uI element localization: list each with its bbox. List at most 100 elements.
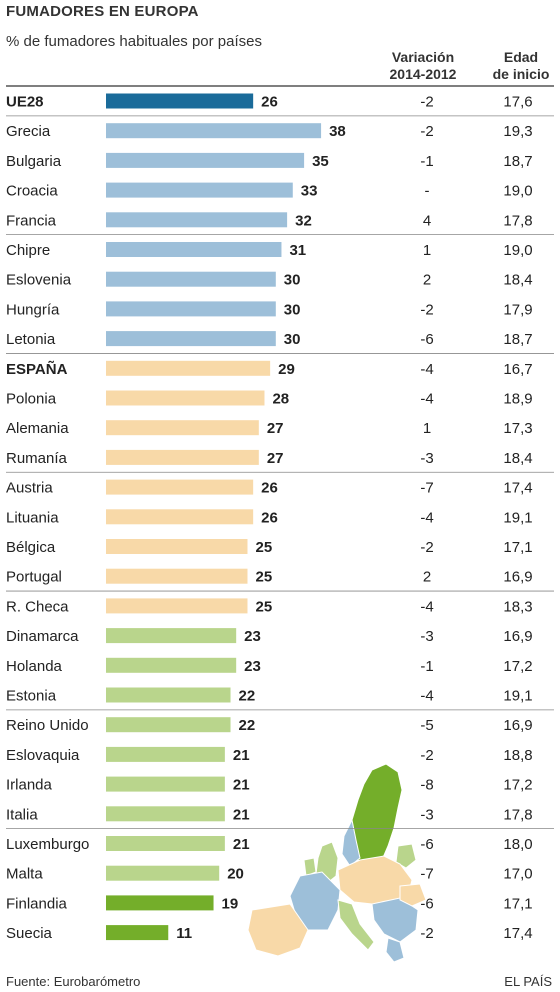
bar [106,212,288,228]
country-label: Estonia [6,688,57,705]
start-age-value: 17,6 [503,94,532,111]
source-note: Fuente: Eurobarómetro [6,974,141,989]
start-age-value: 18,4 [503,272,532,289]
value-label: 25 [256,569,273,586]
start-age-value: 19,0 [503,183,532,200]
variation-value: -2 [420,94,433,111]
bar [106,687,231,703]
country-label: Chipre [6,242,50,259]
start-age-value: 17,1 [503,895,532,912]
variation-value: -5 [420,717,433,734]
value-label: 23 [244,628,261,645]
start-age-value: 18,8 [503,747,532,764]
country-label: Polonia [6,391,57,408]
variation-header-line1: Variación [391,49,455,65]
chart-subtitle: % de fumadores habituales por países [6,33,262,50]
value-label: 30 [284,301,301,318]
start-age-value: 19,3 [503,123,532,140]
value-label: 31 [289,242,306,259]
variation-value: -4 [420,688,433,705]
country-label: Austria [6,480,53,497]
variation-value: -2 [420,747,433,764]
bar [106,301,276,317]
value-label: 22 [239,717,256,734]
country-label: Portugal [6,569,62,586]
variation-value: 4 [423,212,431,229]
country-label: Dinamarca [6,628,79,645]
value-label: 30 [284,331,301,348]
country-label: Alemania [6,420,69,437]
variation-header-line2: 2014-2012 [389,66,457,82]
country-label: Irlanda [6,777,53,794]
country-label: Malta [6,866,43,883]
value-label: 25 [256,598,273,615]
bar [106,509,254,525]
bar [106,182,293,198]
europe-map [247,763,427,963]
value-label: 21 [233,836,250,853]
value-label: 38 [329,123,346,140]
value-label: 23 [244,658,261,675]
value-label: 27 [267,420,284,437]
start-age-value: 18,7 [503,331,532,348]
bar [106,598,248,614]
variation-value: -7 [420,866,433,883]
start-age-value: 18,9 [503,391,532,408]
bar [106,93,254,109]
start-age-value: 17,4 [503,480,532,497]
bar [106,152,305,168]
country-label: Luxemburgo [6,836,89,853]
variation-value: - [425,183,430,200]
variation-value: 2 [423,569,431,586]
bar [106,271,276,287]
map-greece [385,937,405,963]
value-label: 26 [261,94,278,111]
start-age-value: 16,9 [503,717,532,734]
value-label: 21 [233,747,250,764]
country-label: Croacia [6,183,58,200]
country-label: ESPAÑA [6,360,68,378]
map-ireland [303,857,317,877]
value-label: 25 [256,539,273,556]
variation-value: 2 [423,272,431,289]
value-label: 21 [233,777,250,794]
start-age-value: 16,7 [503,361,532,378]
bar [106,568,248,584]
country-label: Finlandia [6,895,68,912]
bar [106,331,276,347]
publisher-credit: EL PAÍS [504,974,552,989]
value-label: 22 [239,688,256,705]
bar [106,776,225,792]
start-age-value: 19,0 [503,242,532,259]
variation-value: -2 [420,301,433,318]
bar [106,242,282,257]
start-age-value: 18,3 [503,598,532,615]
bar [106,628,237,644]
bar [106,746,225,762]
variation-value: 1 [423,242,431,259]
value-label: 27 [267,450,284,467]
start-age-value: 17,3 [503,420,532,437]
variation-value: -3 [420,450,433,467]
start-age-value: 17,8 [503,806,532,823]
bar [106,836,225,851]
country-label: Lituania [6,509,59,526]
variation-value: -6 [420,836,433,853]
bar [106,539,248,554]
country-label: Italia [6,806,38,823]
value-label: 26 [261,509,278,526]
variation-value: -8 [420,777,433,794]
start-age-value: 19,1 [503,509,532,526]
bar [106,390,265,406]
start-age-value: 18,7 [503,153,532,170]
age-column-header: Edad de inicio [482,49,560,83]
value-label: 28 [272,391,289,408]
map-france [289,871,341,931]
variation-value: -4 [420,361,433,378]
start-age-value: 18,0 [503,836,532,853]
variation-value: -4 [420,509,433,526]
variation-value: -1 [420,658,433,675]
bar [106,479,254,495]
start-age-value: 19,1 [503,688,532,705]
